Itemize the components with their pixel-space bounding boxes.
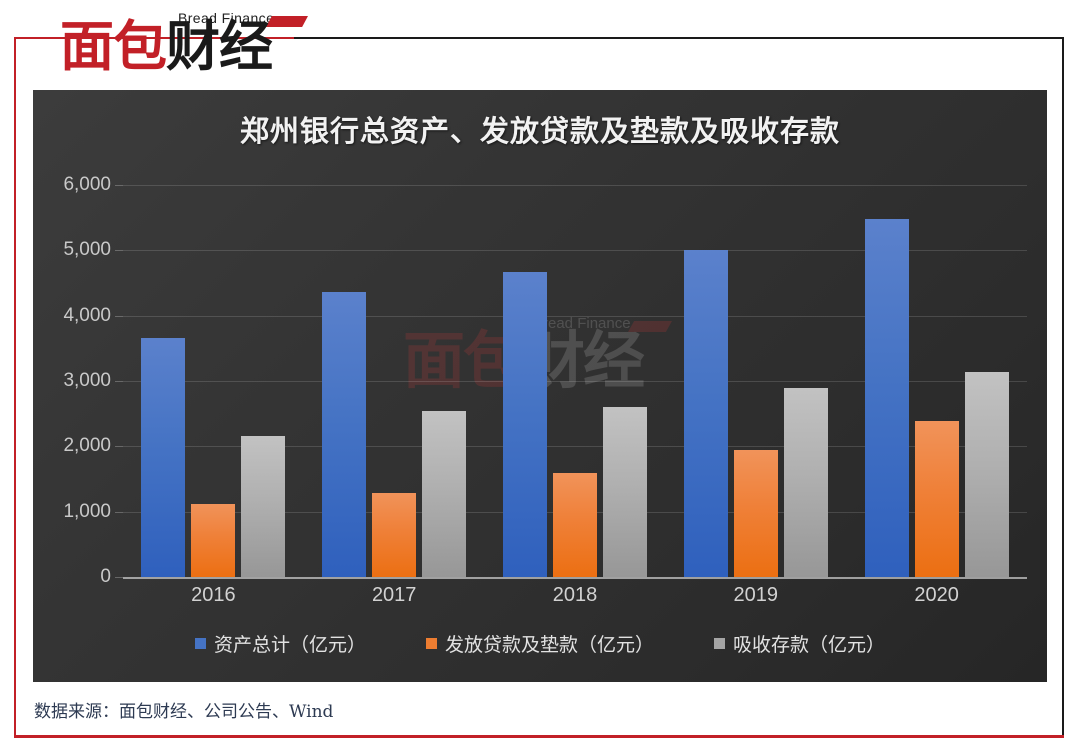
chart-legend: 资产总计（亿元） 发放贷款及垫款（亿元） 吸收存款（亿元） — [33, 630, 1047, 657]
brand-english-name: Bread Finance — [178, 10, 275, 26]
gridline — [115, 446, 1027, 448]
y-axis-tick-label: 3,000 — [63, 370, 111, 391]
bar[interactable] — [502, 272, 547, 577]
y-axis-tickmark — [115, 250, 123, 252]
brand-chinese-name-red: 面包 — [60, 15, 167, 78]
frame-left-border — [14, 37, 16, 737]
legend-item[interactable]: 吸收存款（亿元） — [714, 630, 885, 657]
bar[interactable] — [322, 292, 367, 577]
bar[interactable] — [864, 219, 909, 577]
bar[interactable] — [422, 411, 467, 577]
brand-chinese-name: 面包财经 — [60, 20, 273, 74]
bar[interactable] — [683, 250, 728, 577]
gridline — [115, 185, 1027, 186]
legend-item[interactable]: 资产总计（亿元） — [194, 630, 366, 657]
bar-groups — [123, 185, 1027, 577]
bar-group-2019 — [665, 185, 846, 577]
y-axis-tickmark — [115, 446, 123, 448]
bar[interactable] — [552, 473, 597, 577]
gridline — [115, 250, 1027, 252]
y-axis-tick-label: 4,000 — [63, 304, 111, 326]
y-axis-tickmark — [115, 577, 123, 578]
source-note: 数据来源：面包财经、公司公告、Wind — [34, 702, 334, 722]
y-axis-tick-label: 0 — [100, 566, 111, 587]
bar[interactable] — [733, 450, 778, 577]
bar-group-2016 — [123, 185, 304, 577]
x-axis-tick-label: 2020 — [914, 584, 959, 606]
bar[interactable] — [241, 435, 286, 577]
frame-right-border — [1062, 37, 1064, 737]
chart-panel: 郑州银行总资产、发放贷款及垫款及吸收存款 Bread Finance 面包财经 … — [33, 90, 1047, 682]
bar-group-2017 — [304, 185, 485, 577]
bar[interactable] — [964, 371, 1009, 577]
bar-group-2020 — [846, 185, 1027, 577]
y-axis-tickmark — [115, 381, 123, 382]
bar[interactable] — [602, 407, 647, 577]
frame-bottom-border — [14, 735, 1064, 738]
y-axis-tickmark — [115, 315, 123, 317]
x-axis-tick-label: 2019 — [733, 584, 779, 606]
legend-item[interactable]: 发放贷款及垫款（亿元） — [425, 630, 654, 657]
y-axis-tick-label: 1,000 — [63, 500, 111, 522]
bar[interactable] — [914, 421, 959, 577]
x-axis-tick-label: 2018 — [552, 584, 598, 606]
bar[interactable] — [141, 337, 186, 577]
bar[interactable] — [372, 493, 417, 577]
bar-group-2018 — [485, 185, 666, 577]
legend-swatch-icon — [714, 638, 725, 649]
y-axis-tick-label: 6,000 — [63, 174, 111, 195]
legend-swatch-icon — [425, 638, 437, 649]
y-axis-tick-label: 2,000 — [63, 435, 111, 457]
brand-chinese-name-black: 财经 — [166, 15, 273, 78]
x-axis-tick-label: 2017 — [371, 584, 417, 606]
legend-label: 吸收存款（亿元） — [733, 634, 886, 656]
bar[interactable] — [783, 388, 828, 577]
x-axis-tick-label: 2016 — [191, 584, 236, 606]
brand-logo: Bread Finance 面包财经 — [60, 8, 320, 80]
legend-label: 发放贷款及垫款（亿元） — [444, 634, 654, 656]
bar[interactable] — [191, 504, 236, 577]
legend-swatch-icon — [194, 638, 206, 649]
legend-label: 资产总计（亿元） — [213, 634, 366, 656]
brand-slash-icon — [266, 16, 308, 27]
x-axis-labels: 2016 2017 2018 2019 2020 — [123, 584, 1027, 607]
y-axis-tickmark — [115, 511, 123, 513]
y-axis-tickmark — [115, 185, 123, 186]
gridline — [115, 315, 1027, 317]
plot-area: 0 1,000 2,000 3,000 4,000 5,000 6,000 — [63, 174, 1027, 587]
gridline — [115, 381, 1027, 382]
frame-top-border — [14, 37, 1064, 39]
y-axis-tick-label: 5,000 — [63, 239, 111, 261]
chart-title: 郑州银行总资产、发放贷款及垫款及吸收存款 — [239, 114, 840, 148]
gridline — [115, 577, 1027, 579]
frame-left-stub — [14, 37, 294, 39]
